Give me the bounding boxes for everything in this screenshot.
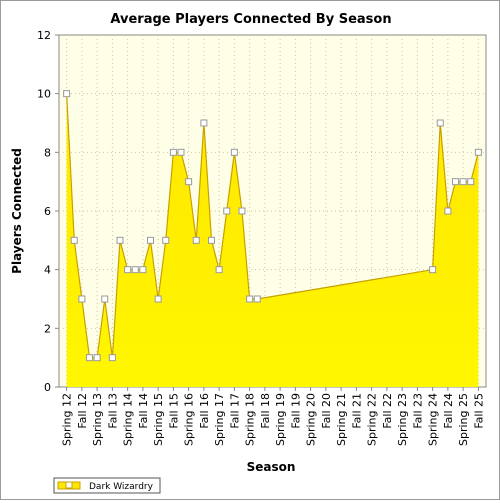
x-tick-label: Fall 17: [228, 393, 241, 429]
data-point: [124, 266, 132, 274]
data-point: [108, 354, 116, 362]
data-point: [162, 236, 170, 244]
x-tick-label: Spring 18: [244, 393, 257, 446]
x-tick-label: Fall 14: [137, 393, 150, 429]
data-point: [474, 148, 482, 156]
x-tick-label: Spring 15: [152, 393, 165, 446]
x-tick-label: Spring 25: [457, 393, 470, 446]
x-tick-label: Spring 14: [122, 393, 135, 446]
legend-label: Dark Wizardry: [89, 482, 154, 492]
data-point: [429, 266, 437, 274]
data-point: [436, 119, 444, 127]
y-tick-label: 10: [37, 88, 51, 101]
data-point: [147, 236, 154, 244]
x-tick-label: Spring 20: [305, 393, 318, 446]
data-point: [63, 90, 71, 98]
legend-marker: [65, 481, 73, 489]
data-point: [200, 119, 208, 127]
data-point: [78, 295, 86, 303]
x-tick-label: Fall 18: [259, 393, 272, 429]
x-tick-label: Fall 25: [472, 393, 485, 429]
y-tick-label: 6: [44, 205, 51, 218]
data-point: [93, 354, 101, 362]
data-point: [452, 178, 459, 186]
y-tick-label: 12: [37, 29, 51, 42]
data-point: [246, 295, 254, 303]
x-tick-label: Fall 22: [381, 393, 394, 429]
x-tick-label: Fall 15: [167, 393, 180, 429]
x-tick-label: Spring 19: [274, 393, 287, 446]
data-point: [238, 207, 246, 215]
x-tick-label: Spring 22: [366, 393, 379, 446]
x-axis-ticks: Spring 12 Fall 12 Spring 13 Fall 13 Spring 1…: [61, 387, 485, 446]
x-tick-label: Spring 23: [396, 393, 409, 446]
data-point: [185, 178, 193, 186]
x-tick-label: Fall 13: [106, 393, 119, 429]
x-tick-label: Fall 23: [411, 393, 424, 429]
series-area-fill: [66, 93, 479, 388]
x-tick-label: Fall 24: [442, 393, 455, 429]
y-tick-label: 0: [44, 381, 51, 394]
y-tick-label: 2: [44, 322, 51, 335]
data-point: [154, 295, 162, 303]
data-point: [86, 354, 93, 362]
data-point: [444, 207, 452, 215]
data-point: [467, 178, 475, 186]
x-tick-label: Spring 13: [91, 393, 104, 446]
data-point: [253, 295, 261, 303]
x-tick-label: Spring 21: [335, 393, 348, 446]
x-tick-label: Fall 12: [76, 393, 89, 429]
legend: Dark Wizardry: [53, 477, 161, 494]
x-tick-label: Fall 21: [350, 393, 363, 429]
data-point: [215, 266, 223, 274]
data-point: [192, 236, 200, 244]
data-point: [116, 236, 124, 244]
data-point: [230, 148, 238, 156]
x-tick-label: Spring 24: [427, 393, 440, 446]
data-point: [459, 178, 467, 186]
x-tick-label: Fall 16: [198, 393, 211, 429]
data-point: [101, 295, 109, 303]
x-tick-label: Fall 19: [289, 393, 302, 429]
data-point: [139, 266, 147, 274]
x-tick-label: Fall 20: [320, 393, 333, 429]
data-point: [169, 148, 177, 156]
series-area: [63, 90, 482, 388]
chart-title: Average Players Connected By Season: [110, 12, 391, 27]
y-tick-label: 4: [44, 264, 51, 277]
x-tick-label: Spring 16: [183, 393, 196, 446]
data-point: [177, 148, 185, 156]
y-tick-label: 8: [44, 146, 51, 159]
y-axis-label: Players Connected: [10, 148, 24, 274]
data-point: [70, 236, 78, 244]
data-point: [223, 207, 231, 215]
x-tick-label: Spring 12: [61, 393, 74, 446]
x-tick-label: Spring 17: [213, 393, 226, 446]
x-axis-label: Season: [247, 460, 296, 474]
data-point: [208, 236, 215, 244]
data-point: [131, 266, 139, 274]
y-axis-ticks: 0 2 4 6 8 10 12: [37, 29, 59, 394]
